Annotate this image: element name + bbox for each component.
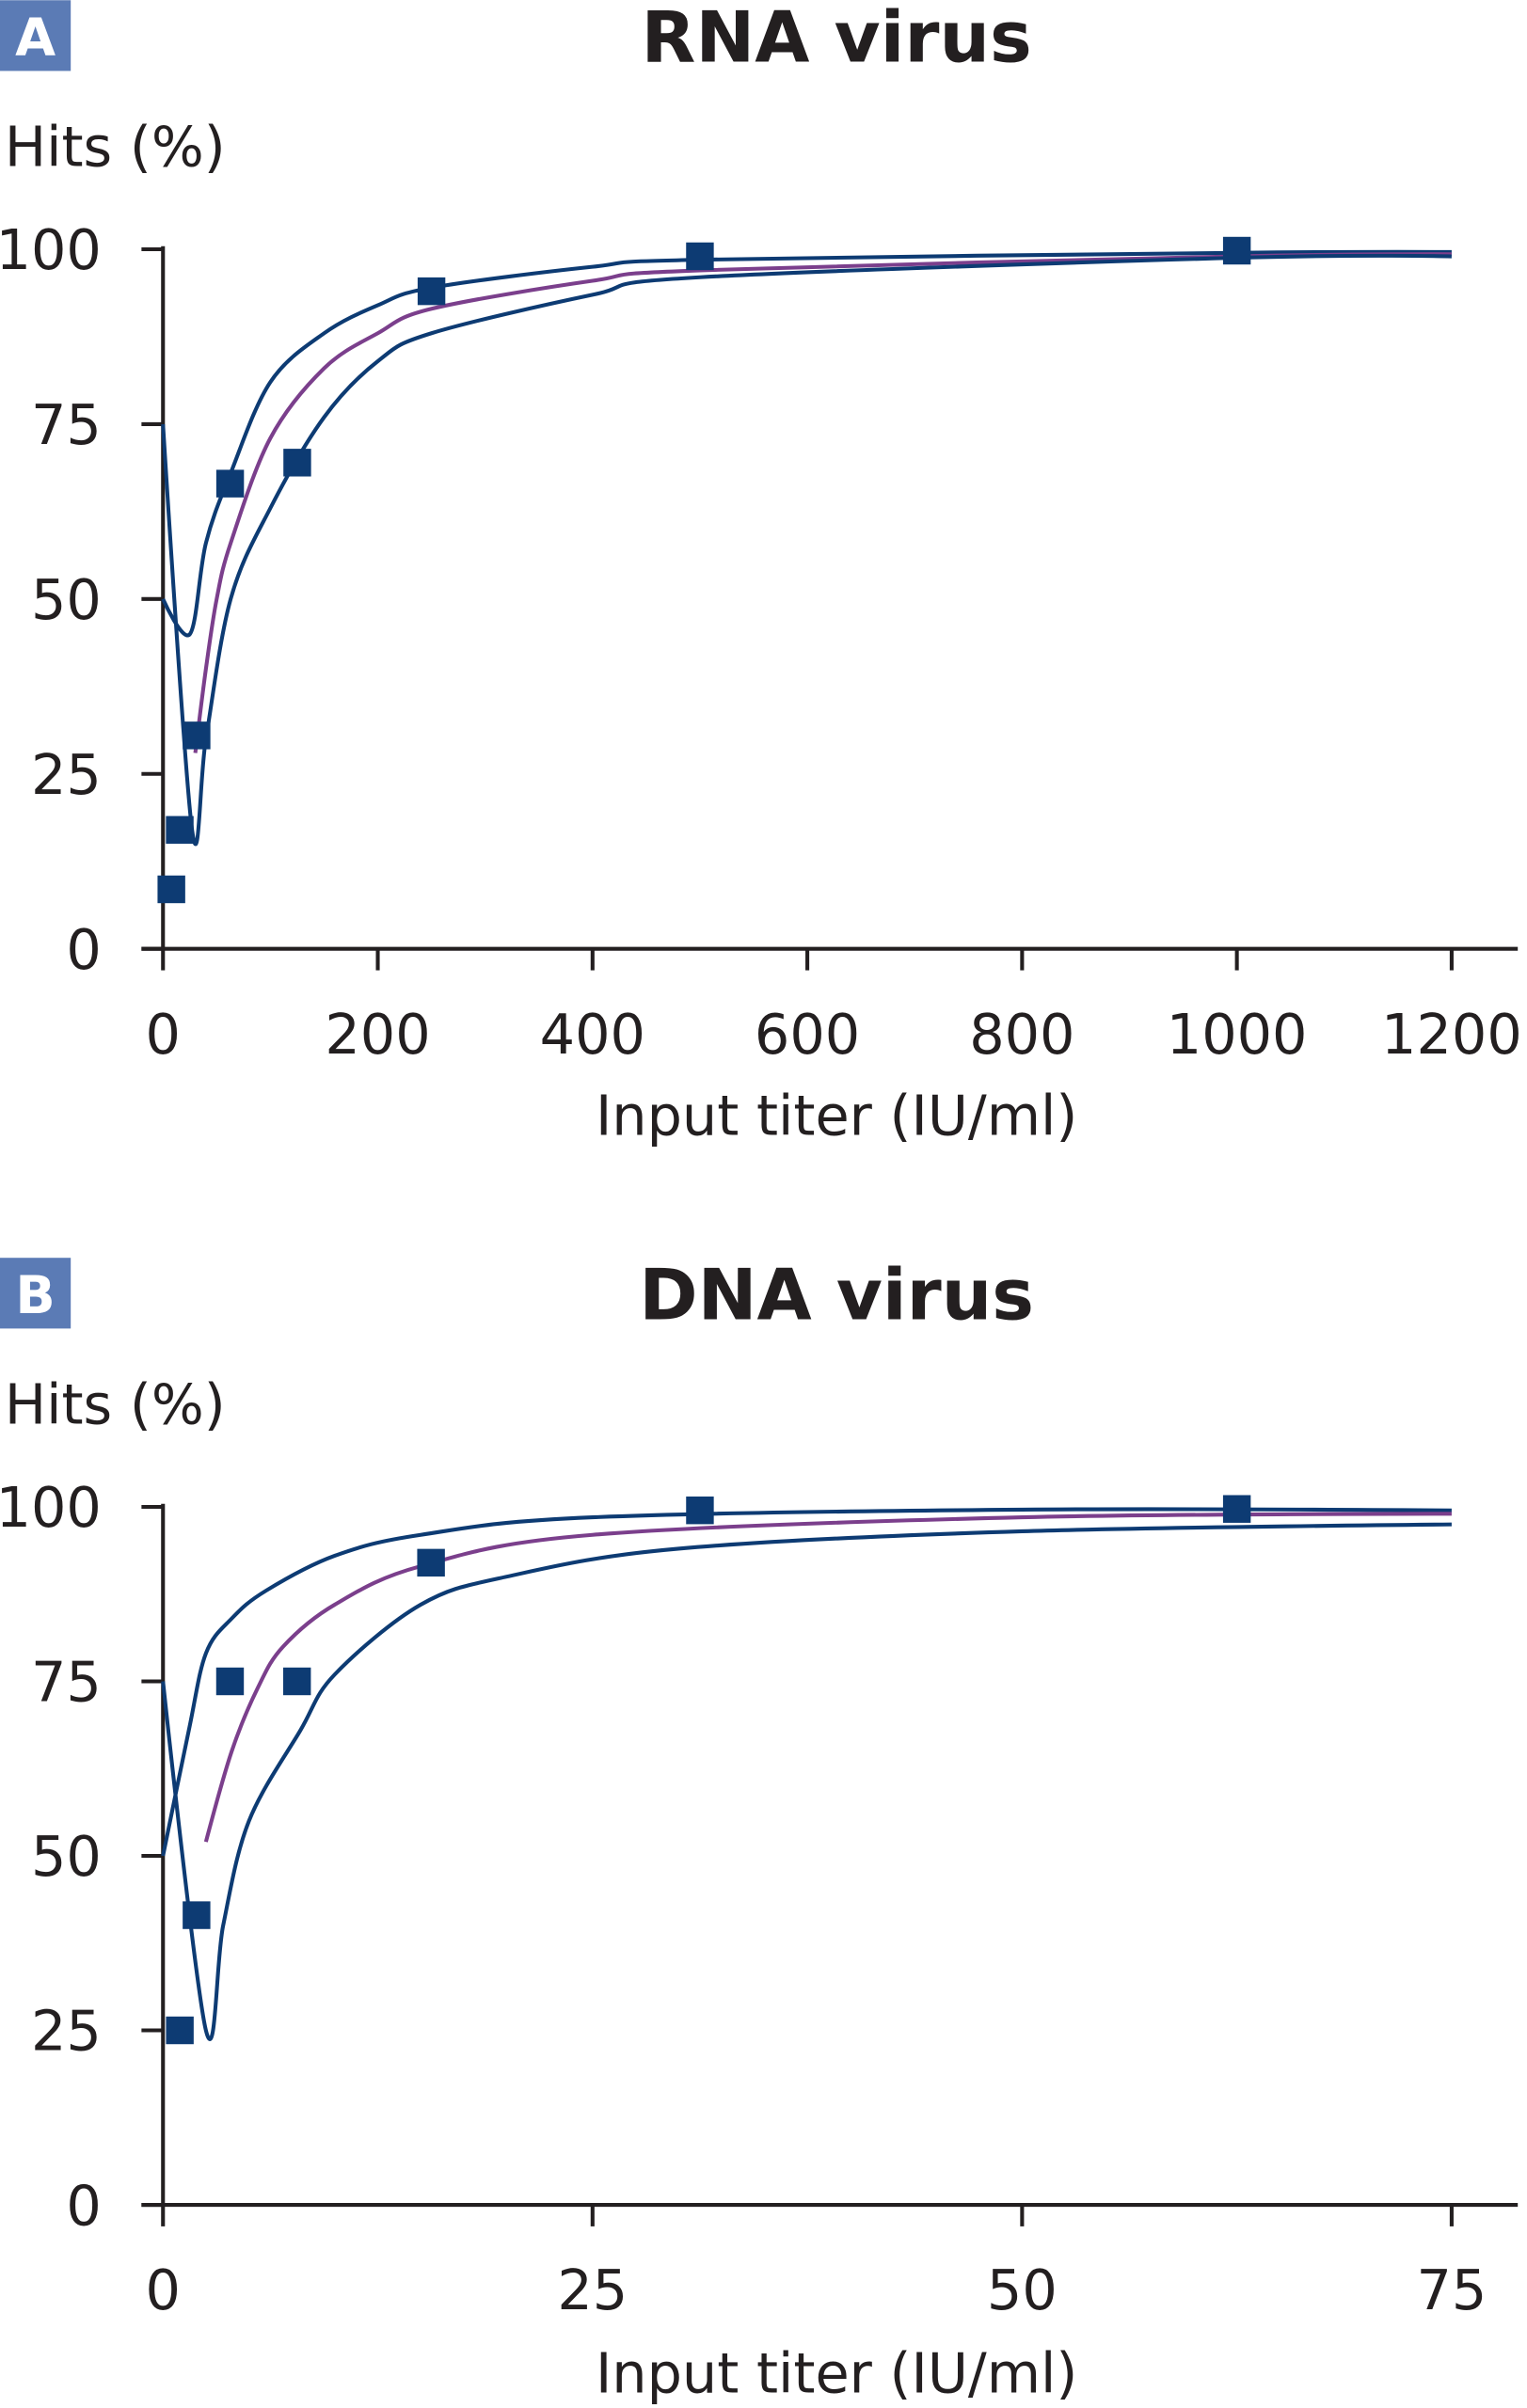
data-point: [1222, 236, 1251, 265]
data-point: [283, 449, 311, 477]
x-tick-label: 50: [987, 2258, 1058, 2322]
x-tick-label: 400: [540, 1002, 645, 1067]
x-axis-label: Input titer (IU/ml): [596, 2340, 1077, 2405]
chart-title: RNA virus: [642, 0, 1032, 79]
data-point: [686, 242, 714, 271]
x-axis-label: Input titer (IU/ml): [596, 1083, 1077, 1148]
y-tick-label: 0: [66, 2173, 101, 2238]
lower-curve: [161, 253, 1452, 847]
data-point: [686, 1496, 714, 1525]
y-axis-label: Hits (%): [5, 115, 226, 180]
upper-curve: [161, 249, 1452, 638]
x-tick-label: 0: [146, 2258, 181, 2322]
y-tick-label: 75: [31, 392, 102, 457]
data-point: [417, 277, 446, 306]
data-point: [1222, 1495, 1251, 1523]
x-tick-label: 200: [325, 1002, 430, 1067]
y-tick-label: 25: [31, 742, 102, 807]
chart-title: DNA virus: [639, 1254, 1034, 1337]
x-tick-label: 1200: [1381, 1002, 1522, 1067]
x-tick-label: 25: [557, 2258, 628, 2322]
upper-curve: [161, 1507, 1452, 1857]
x-tick-label: 1000: [1167, 1002, 1308, 1067]
y-tick-label: 75: [31, 1650, 102, 1715]
data-point: [215, 1667, 245, 1696]
data-point: [157, 875, 185, 904]
x-tick-label: 800: [969, 1002, 1074, 1067]
panel-label: B: [15, 1265, 55, 1326]
panel-a: A RNA virus Hits (%) Input titer (IU/ml) 0 25…: [0, 0, 1522, 1148]
data-point: [282, 1667, 311, 1696]
panel-label: A: [15, 8, 56, 69]
data-point: [417, 1548, 445, 1577]
data-point: [183, 1901, 211, 1929]
y-tick-label: 50: [31, 567, 102, 632]
y-axis-label: Hits (%): [5, 1372, 226, 1437]
data-point: [166, 2016, 194, 2045]
y-tick-label: 100: [0, 1475, 102, 1540]
lower-curve: [161, 1522, 1452, 2041]
panel-label-box: [0, 1258, 72, 1329]
fit-curve: [203, 1512, 1452, 1843]
y-tick-label: 25: [31, 1999, 102, 2064]
panel-label-box: [0, 0, 72, 71]
data-point: [183, 721, 211, 750]
y-tick-label: 100: [0, 217, 102, 282]
y-tick-label: 50: [31, 1824, 102, 1889]
y-tick-label: 0: [66, 917, 101, 982]
panel-b: B DNA virus Hits (%) Input titer (IU/ml) 0 25…: [0, 1254, 1519, 2405]
data-point: [166, 816, 194, 844]
x-tick-label: 75: [1416, 2258, 1487, 2322]
data-point: [215, 469, 245, 498]
x-tick-label: 600: [755, 1002, 860, 1067]
fit-curve: [193, 252, 1452, 753]
x-tick-label: 0: [146, 1002, 181, 1067]
